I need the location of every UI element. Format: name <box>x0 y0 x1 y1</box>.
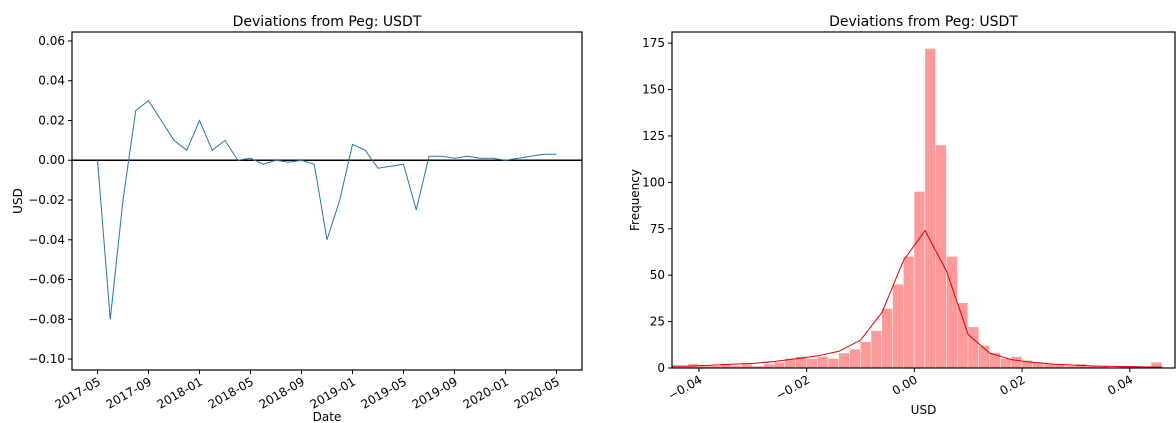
y-tick-label: −0.10 <box>28 352 65 366</box>
hist-bar <box>957 303 968 368</box>
y-tick-label: 150 <box>642 83 665 97</box>
hist-bar <box>817 356 828 368</box>
y-tick-label: 50 <box>650 268 665 282</box>
y-tick-label: −0.02 <box>28 193 65 207</box>
hist-bar <box>849 349 860 368</box>
hist-bar <box>1054 364 1065 368</box>
hist-bar <box>720 364 731 368</box>
hist-bar <box>935 145 947 368</box>
hist-bar <box>892 284 904 368</box>
axes-frame <box>671 31 1176 369</box>
x-tick-label: 2018-01 <box>155 374 205 411</box>
hist-bar <box>914 191 925 368</box>
hist-bar <box>1151 362 1162 368</box>
y-tick-label: 0.06 <box>38 34 65 48</box>
chart-title: Deviations from Peg: USDT <box>233 14 422 30</box>
hist-bar <box>1086 366 1097 368</box>
hist-bar <box>742 364 753 368</box>
hist-bar <box>1075 364 1087 368</box>
x-tick-label: −0.02 <box>773 372 812 403</box>
x-axis-label: USD <box>911 403 937 417</box>
hist-bar <box>1000 358 1011 368</box>
hist-bar <box>785 358 796 368</box>
y-tick-label: 0.00 <box>38 153 65 167</box>
y-tick-label: 0 <box>657 361 665 375</box>
hist-bar <box>1065 366 1076 368</box>
y-tick-label: −0.08 <box>28 312 65 326</box>
hist-bar <box>774 362 785 368</box>
hist-bar <box>1043 364 1054 368</box>
x-tick-label: 2019-01 <box>308 374 358 411</box>
hist-bar <box>882 308 893 368</box>
hist-bar <box>1011 356 1022 368</box>
hist-bar <box>709 366 720 368</box>
kde-line <box>672 229 1163 368</box>
y-tick-label: 175 <box>642 36 665 50</box>
x-tick-label: 2018-09 <box>257 374 307 411</box>
plot-area <box>72 99 582 320</box>
line-series <box>97 99 557 320</box>
y-tick-label: 0.04 <box>38 74 65 88</box>
hist-bar <box>1097 366 1108 368</box>
x-tick-label: −0.04 <box>666 372 705 403</box>
hist-bar <box>795 356 807 368</box>
hist-bar <box>838 353 850 368</box>
y-tick-label: 25 <box>650 315 665 329</box>
hist-bar <box>968 327 979 368</box>
plot: −0.10 −0.08 −0.06 −0.04 −0.02 0.00 0.02 0.04 0.0… <box>11 14 583 423</box>
x-tick-label: 2018-05 <box>206 374 256 411</box>
x-tick-label: 2020-05 <box>512 374 562 411</box>
x-tick-label: 2017-05 <box>53 374 103 411</box>
plot: 0 25 50 75 100 125 150 175 −0.04 −0.02 0.00 0.02 0.0… <box>628 14 1176 417</box>
hist-bar <box>672 366 677 368</box>
hist-bar <box>1022 360 1033 368</box>
y-tick-label: −0.04 <box>28 233 65 247</box>
x-tick-label: 2019-09 <box>410 374 460 411</box>
x-tick-label: 2017-09 <box>104 374 154 411</box>
x-tick-label: 0.04 <box>1105 372 1135 397</box>
hist-bar <box>698 366 710 368</box>
axes-frame <box>71 31 583 371</box>
x-axis-label: Date <box>313 410 342 423</box>
x-tick-label: 2019-05 <box>359 374 409 411</box>
hist-bar <box>860 342 871 368</box>
y-axis-label: Frequency <box>628 169 642 231</box>
hist-bar <box>731 366 742 368</box>
hist-bar <box>828 358 839 368</box>
hist-bar <box>946 256 957 368</box>
y-axis-label: USD <box>11 188 25 214</box>
hist-bar <box>806 358 817 368</box>
y-tick-label: 75 <box>650 222 665 236</box>
hist-bar <box>989 353 1001 368</box>
hist-bar <box>978 345 990 368</box>
hist-bar <box>677 366 688 368</box>
x-tick-label: 0.00 <box>890 372 920 397</box>
y-tick-label: −0.06 <box>28 273 65 287</box>
y-tick-label: 0.02 <box>38 113 65 127</box>
y-tick-label: 125 <box>642 129 665 143</box>
hist-bar <box>763 364 774 368</box>
x-tick-label: 2020-01 <box>461 374 511 411</box>
x-tick-label: 0.02 <box>997 372 1027 397</box>
plot-area <box>672 48 1163 368</box>
hist-bar <box>903 256 914 368</box>
hist-bar <box>871 330 882 368</box>
y-tick-label: 100 <box>642 175 665 189</box>
hist-bar <box>1032 362 1044 368</box>
hist-bar <box>925 48 936 368</box>
chart-title: Deviations from Peg: USDT <box>829 14 1018 30</box>
hist-bar <box>752 366 764 368</box>
